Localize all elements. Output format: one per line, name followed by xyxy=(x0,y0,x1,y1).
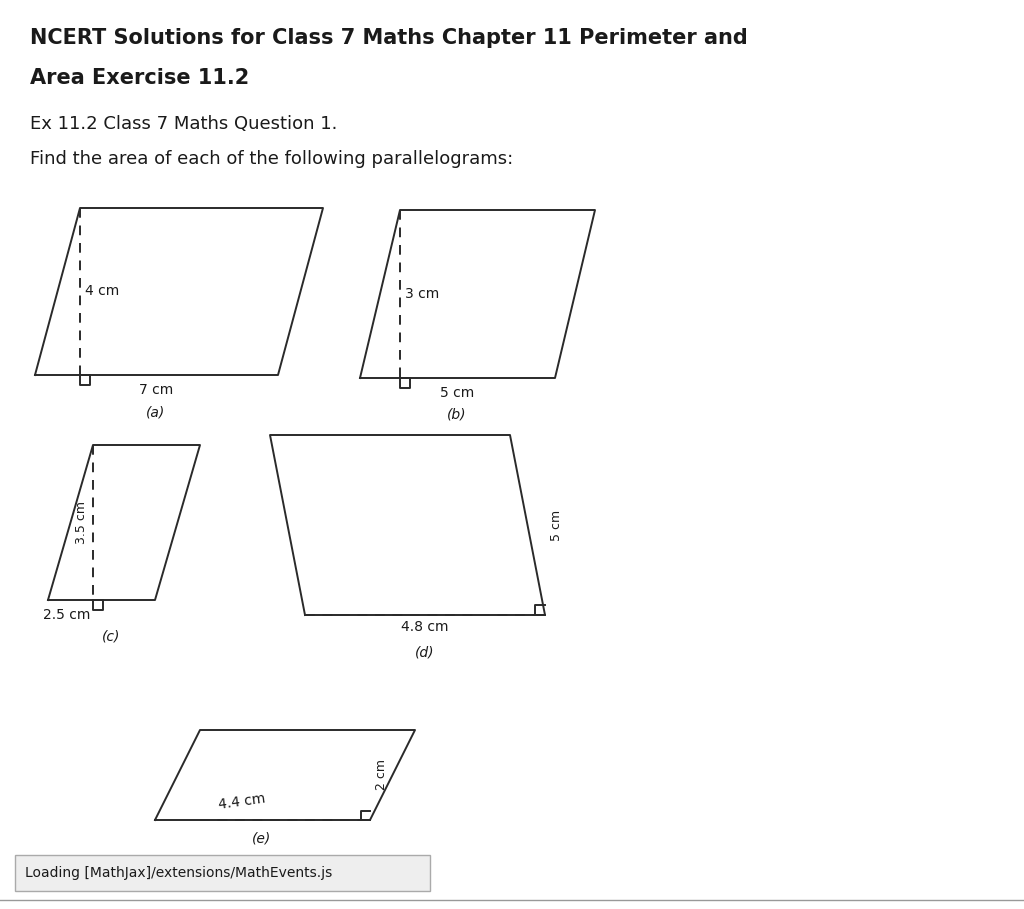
Text: (b): (b) xyxy=(447,408,467,422)
Text: 3.5 cm: 3.5 cm xyxy=(75,501,88,544)
Text: 2 cm: 2 cm xyxy=(375,760,388,791)
Text: 5 cm: 5 cm xyxy=(550,509,563,541)
Text: 4.8 cm: 4.8 cm xyxy=(401,620,449,634)
Text: (c): (c) xyxy=(101,630,120,644)
FancyBboxPatch shape xyxy=(15,855,430,891)
Text: NCERT Solutions for Class 7 Maths Chapter 11 Perimeter and: NCERT Solutions for Class 7 Maths Chapte… xyxy=(30,28,748,48)
Text: (d): (d) xyxy=(416,645,435,659)
Text: Loading [MathJax]/extensions/MathEvents.js: Loading [MathJax]/extensions/MathEvents.… xyxy=(25,866,332,880)
Text: 4.4 cm: 4.4 cm xyxy=(217,792,266,812)
Text: 2.5 cm: 2.5 cm xyxy=(43,608,90,622)
Text: Ex 11.2 Class 7 Maths Question 1.: Ex 11.2 Class 7 Maths Question 1. xyxy=(30,115,337,133)
Text: (a): (a) xyxy=(146,405,166,419)
Text: 7 cm: 7 cm xyxy=(139,383,173,397)
Text: 4 cm: 4 cm xyxy=(85,284,119,298)
Text: (e): (e) xyxy=(252,832,271,846)
Text: Area Exercise 11.2: Area Exercise 11.2 xyxy=(30,68,249,88)
Text: 3 cm: 3 cm xyxy=(406,287,439,301)
Text: 5 cm: 5 cm xyxy=(440,386,474,400)
Text: Find the area of each of the following parallelograms:: Find the area of each of the following p… xyxy=(30,150,513,168)
